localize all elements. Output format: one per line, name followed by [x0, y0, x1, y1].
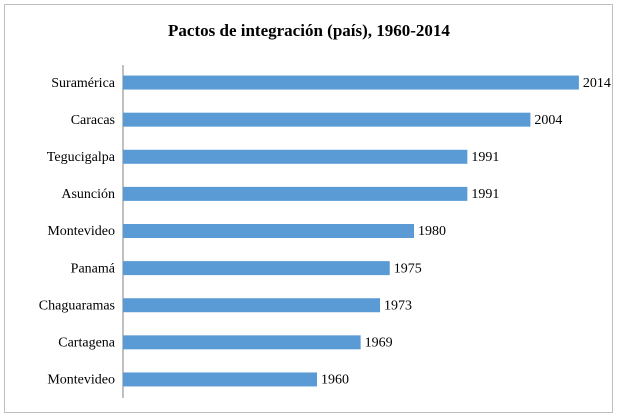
bar [123, 112, 531, 127]
bar [123, 149, 468, 164]
bar [123, 335, 361, 350]
bar [123, 261, 390, 276]
y-tick-label: Chaguaramas [39, 298, 115, 313]
chart-title: Pactos de integración (país), 1960-2014 [168, 21, 450, 40]
data-label: 1969 [365, 336, 393, 351]
bar [123, 75, 579, 90]
bar [123, 224, 414, 238]
y-tick-label: Panamá [71, 261, 116, 276]
data-label: 1991 [471, 187, 499, 202]
data-label: 1980 [418, 224, 446, 239]
y-tick-label: Montevideo [47, 373, 115, 388]
y-tick-label: Suramérica [51, 76, 116, 91]
data-label: 1973 [384, 298, 412, 313]
data-label: 1991 [471, 150, 499, 165]
bar [123, 372, 317, 387]
y-tick-label: Cartagena [58, 336, 116, 351]
data-label: 1975 [394, 261, 422, 276]
y-tick-label: Tegucigalpa [47, 150, 116, 165]
chart-frame [4, 4, 613, 413]
bar [123, 186, 468, 201]
y-tick-label: Caracas [71, 113, 115, 128]
data-label: 2014 [583, 76, 611, 91]
data-label: 2004 [534, 113, 562, 128]
bar [123, 298, 381, 313]
y-tick-label: Montevideo [47, 224, 115, 239]
data-label: 1960 [321, 373, 349, 388]
y-tick-label: Asunción [61, 187, 115, 202]
